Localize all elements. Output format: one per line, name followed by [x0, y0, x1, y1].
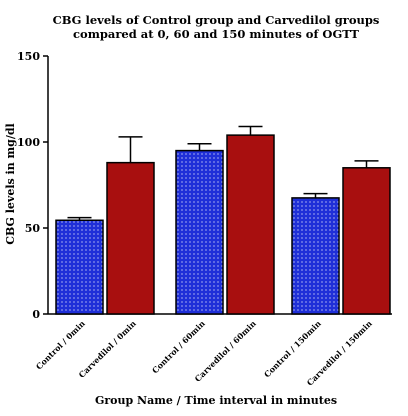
bar-2: [106, 161, 155, 315]
y-tick-label: 100: [17, 136, 40, 149]
x-axis-label: Group Name / Time interval in minutes: [95, 394, 337, 407]
bars-group: [55, 125, 391, 315]
category-label-3: Control / 60min: [150, 318, 207, 375]
category-label-1: Control / 0min: [34, 318, 87, 371]
chart-title-line-1: CBG levels of Control group and Carvedil…: [53, 13, 380, 27]
chart-title-line-2: compared at 0, 60 and 150 minutes of OGT…: [73, 27, 359, 41]
category-label-2: Carvedilol / 0min: [76, 318, 138, 380]
bar-6: [342, 167, 391, 315]
bar-4: [226, 134, 275, 315]
y-tick-label: 0: [32, 308, 40, 321]
y-axis-label: CBG levels in mg/dl: [4, 123, 17, 244]
bar-5: [291, 197, 340, 315]
y-tick-label: 50: [25, 222, 41, 235]
bar-3: [175, 149, 224, 315]
y-tick-label: 150: [17, 50, 40, 63]
y-ticks-group: 0 50 100 150: [17, 50, 48, 321]
bar-1: [55, 219, 104, 315]
